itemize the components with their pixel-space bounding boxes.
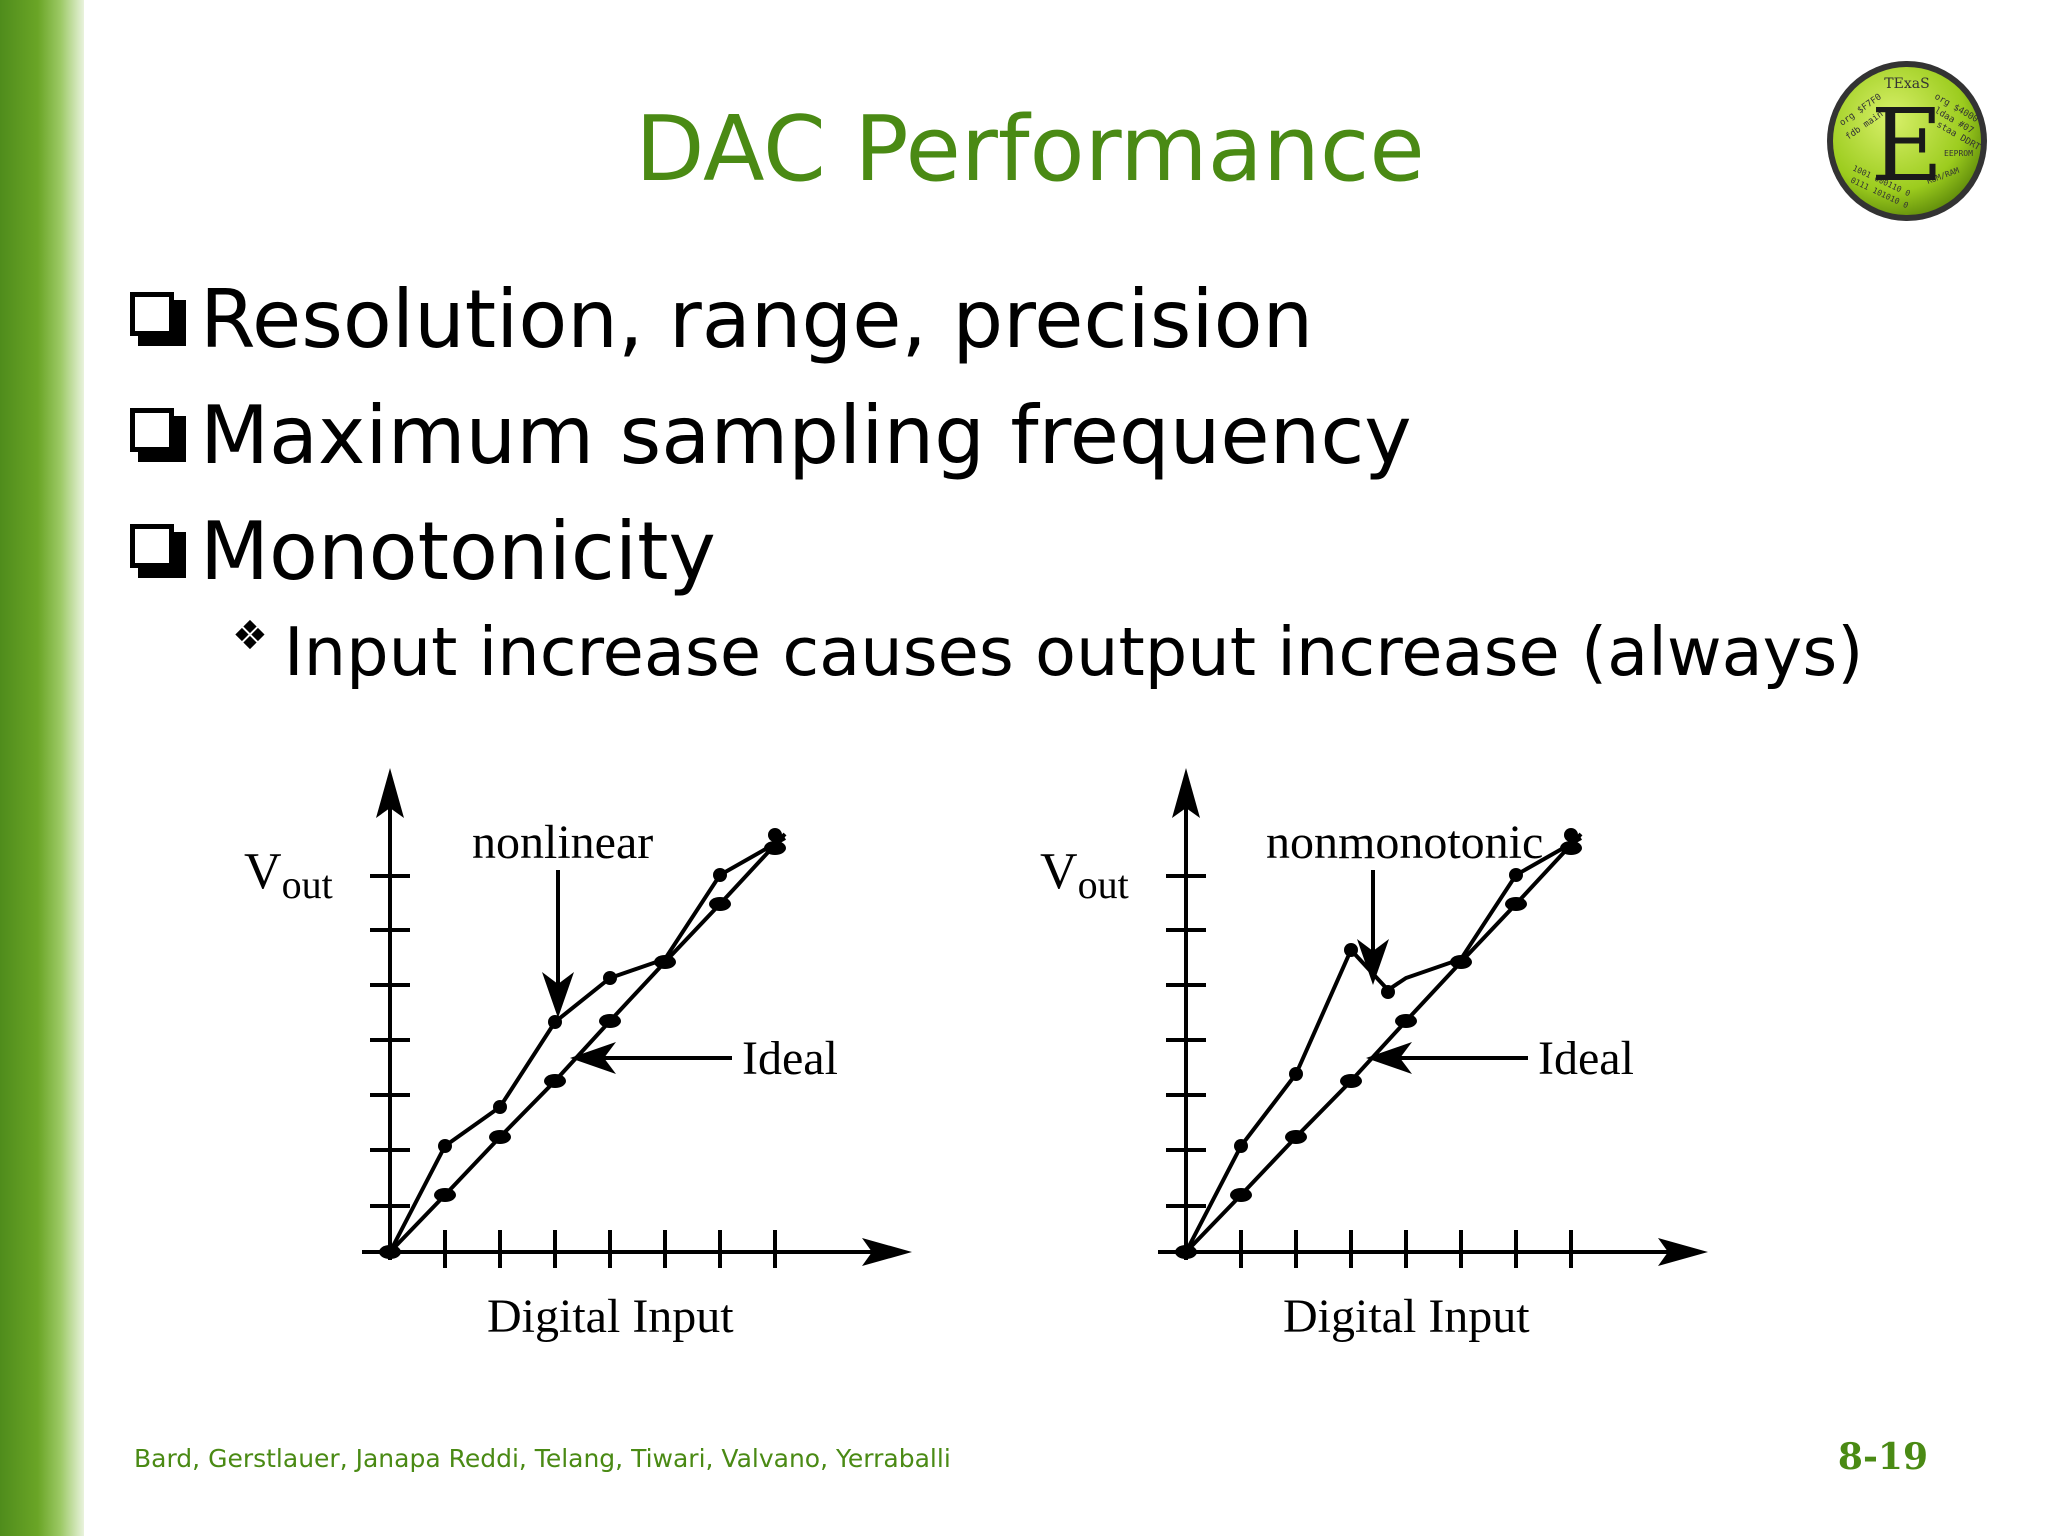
nonmonotonic-diagram: nonmonotonic Ideal Vout Digital Input — [1028, 740, 1748, 1380]
actual-line — [388, 836, 786, 1253]
slide-title: DAC Performance — [635, 97, 1425, 202]
ideal-label: Ideal — [1538, 1032, 1634, 1085]
bullet-2: Maximum sampling frequency — [130, 388, 1412, 484]
bullet-3: Monotonicity — [130, 504, 716, 600]
actual-points — [438, 828, 782, 1153]
svg-text:EEPROM: EEPROM — [1944, 149, 1973, 158]
annotation-label: nonmonotonic — [1266, 816, 1543, 869]
nonlinear-diagram: nonlinear Ideal Vout Digital Input — [232, 740, 952, 1380]
side-accent-bar — [0, 0, 84, 1536]
ideal-label: Ideal — [742, 1032, 838, 1085]
actual-points — [1234, 828, 1578, 1153]
checkbox-bullet-icon — [130, 408, 186, 464]
ideal-arrow — [1366, 1042, 1528, 1074]
x-axis-label: Digital Input — [487, 1290, 734, 1343]
page-number: 8-19 — [1837, 1436, 1928, 1478]
ideal-line — [1184, 832, 1583, 1254]
y-axis-label: Vout — [244, 843, 333, 907]
ideal-arrow — [570, 1042, 732, 1074]
y-axis-label: Vout — [1040, 843, 1129, 907]
x-axis-label: Digital Input — [1283, 1290, 1530, 1343]
checkbox-bullet-icon — [130, 524, 186, 580]
ideal-line — [388, 832, 787, 1254]
logo-letter: E — [1871, 87, 1944, 204]
svg-text:TExaS: TExaS — [1884, 76, 1929, 92]
axes — [1158, 768, 1708, 1268]
texas-logo: TExaS org $F7F0 org $4000 fdb main ldaa … — [1827, 61, 1987, 221]
annotation-arrow — [542, 870, 574, 1018]
annotation-arrow — [1357, 870, 1389, 985]
annotation-label: nonlinear — [472, 816, 653, 869]
diamond-bullet-icon: ❖ — [232, 613, 268, 659]
bullet-1: Resolution, range, precision — [130, 272, 1313, 368]
sub-bullet: ❖ Input increase causes output increase … — [232, 613, 1864, 691]
axes — [362, 768, 912, 1268]
checkbox-bullet-icon — [130, 292, 186, 348]
footer-authors: Bard, Gerstlauer, Janapa Reddi, Telang, … — [134, 1444, 951, 1473]
